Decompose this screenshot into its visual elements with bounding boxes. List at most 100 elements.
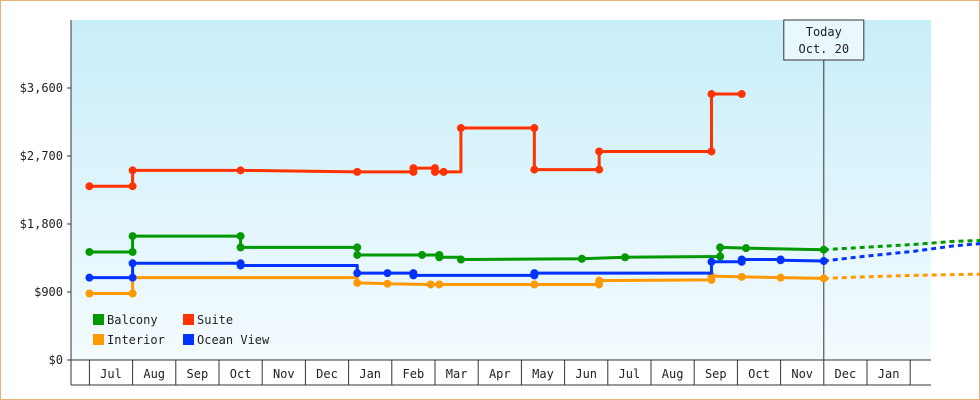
x-tick-label: Jan [878, 367, 900, 381]
y-tick-label: $2,700 [20, 149, 63, 163]
x-tick-label: Oct [230, 367, 252, 381]
data-point-balcony [577, 254, 586, 263]
data-point-suite [530, 165, 539, 174]
data-point-suite [530, 124, 539, 133]
data-point-ocean-view [128, 259, 137, 268]
y-tick-label: $900 [34, 285, 63, 299]
legend-label-suite: Suite [197, 313, 233, 327]
data-point-balcony [353, 243, 362, 252]
data-point-suite [595, 147, 604, 156]
legend-label-balcony: Balcony [107, 313, 158, 327]
data-point-suite [707, 147, 716, 156]
y-tick-label: $0 [49, 353, 63, 367]
legend-swatch-ocean-view [183, 334, 194, 345]
legend-swatch-balcony [93, 314, 104, 325]
data-point-suite [353, 167, 362, 176]
series-forecast-balcony [823, 238, 980, 252]
series-forecast-ocean-view [823, 242, 980, 263]
x-tick-label: Dec [316, 367, 338, 381]
x-tick-label: Nov [791, 367, 813, 381]
x-tick-label: Apr [489, 367, 511, 381]
data-point-suite [236, 166, 245, 175]
data-point-balcony [716, 252, 725, 261]
x-tick-label: Jul [619, 367, 641, 381]
series-ocean-view [85, 242, 980, 282]
data-point-balcony [716, 243, 725, 252]
data-point-suite [128, 182, 137, 191]
data-point-interior [435, 280, 444, 289]
data-point-suite [85, 182, 94, 191]
data-point-balcony [236, 243, 245, 252]
series-interior [85, 272, 980, 298]
x-tick-label: Feb [403, 367, 425, 381]
data-point-interior [776, 273, 785, 282]
data-point-interior [353, 278, 362, 287]
x-tick-label: Dec [835, 367, 857, 381]
x-tick-label: May [532, 367, 554, 381]
data-point-balcony [128, 232, 137, 241]
x-tick-label: Jul [100, 367, 122, 381]
data-point-balcony [621, 253, 630, 262]
x-tick-label: Sep [187, 367, 209, 381]
data-point-ocean-view [409, 271, 418, 280]
data-point-interior [128, 289, 137, 298]
y-tick-label: $1,800 [20, 217, 63, 231]
data-point-balcony [435, 253, 444, 262]
series-forecast-interior [823, 272, 980, 280]
data-point-balcony [85, 247, 94, 256]
data-point-suite [456, 124, 465, 133]
x-tick-label: Aug [143, 367, 165, 381]
x-tick-label: Nov [273, 367, 295, 381]
data-point-suite [128, 166, 137, 175]
series-suite [85, 90, 746, 191]
x-tick-label: Mar [446, 367, 468, 381]
data-point-interior [383, 279, 392, 288]
data-point-balcony [236, 232, 245, 241]
data-point-interior [595, 276, 604, 285]
today-label: Today [806, 25, 842, 39]
data-point-balcony [819, 245, 828, 254]
legend-swatch-interior [93, 334, 104, 345]
data-point-balcony [353, 250, 362, 259]
plot-area [71, 20, 931, 360]
data-point-ocean-view [737, 255, 746, 264]
x-tick-label: Sep [705, 367, 727, 381]
data-point-balcony [742, 244, 751, 253]
legend-swatch-suite [183, 314, 194, 325]
data-point-ocean-view [85, 273, 94, 282]
data-point-ocean-view [128, 273, 137, 282]
data-point-balcony [456, 255, 465, 264]
data-point-ocean-view [530, 269, 539, 278]
y-tick-label: $3,600 [20, 81, 63, 95]
data-point-balcony [128, 247, 137, 256]
data-point-suite [431, 167, 439, 176]
series-balcony [85, 232, 980, 264]
data-point-ocean-view [383, 269, 392, 278]
data-point-interior [85, 289, 94, 298]
data-point-ocean-view [236, 261, 245, 270]
data-point-ocean-view [707, 257, 716, 266]
data-point-ocean-view [819, 257, 828, 266]
series-line-interior [89, 274, 824, 296]
legend-label-interior: Interior [107, 333, 165, 347]
data-point-balcony [418, 250, 427, 259]
data-point-suite [439, 167, 448, 176]
data-point-interior [737, 272, 746, 281]
today-callout [783, 19, 865, 61]
today-date: Oct. 20 [799, 42, 850, 56]
data-point-suite [737, 90, 746, 99]
data-point-suite [707, 90, 716, 99]
data-point-suite [595, 165, 604, 174]
x-tick-label: Jun [575, 367, 597, 381]
data-point-suite [409, 164, 418, 173]
legend-label-ocean-view: Ocean View [197, 333, 270, 347]
data-point-interior [426, 280, 435, 289]
series-line-suite [89, 92, 742, 188]
data-point-ocean-view [776, 256, 785, 265]
data-point-interior [530, 280, 539, 289]
x-tick-label: Jan [359, 367, 381, 381]
data-point-ocean-view [353, 269, 362, 278]
x-tick-label: Oct [748, 367, 770, 381]
data-point-interior [819, 274, 828, 283]
